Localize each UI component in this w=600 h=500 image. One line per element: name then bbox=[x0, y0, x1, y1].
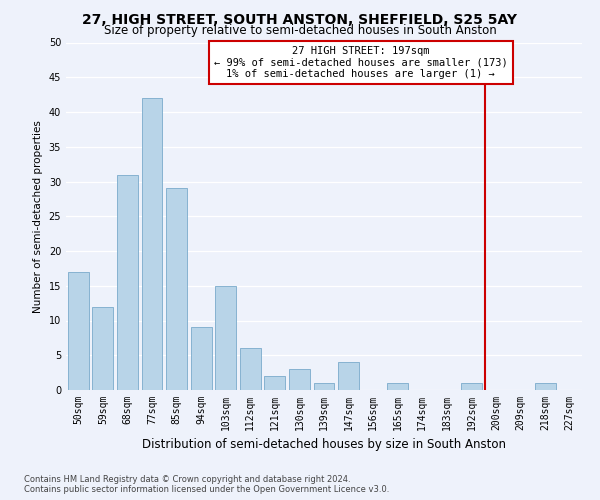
Bar bbox=[117, 174, 138, 390]
Bar bbox=[461, 383, 482, 390]
Y-axis label: Number of semi-detached properties: Number of semi-detached properties bbox=[33, 120, 43, 312]
Text: 27, HIGH STREET, SOUTH ANSTON, SHEFFIELD, S25 5AY: 27, HIGH STREET, SOUTH ANSTON, SHEFFIELD… bbox=[83, 12, 517, 26]
X-axis label: Distribution of semi-detached houses by size in South Anston: Distribution of semi-detached houses by … bbox=[142, 438, 506, 452]
Bar bbox=[338, 362, 359, 390]
Bar bbox=[191, 328, 212, 390]
Bar bbox=[535, 383, 556, 390]
Bar bbox=[240, 348, 261, 390]
Text: 27 HIGH STREET: 197sqm
← 99% of semi-detached houses are smaller (173)
1% of sem: 27 HIGH STREET: 197sqm ← 99% of semi-det… bbox=[214, 46, 508, 79]
Bar bbox=[215, 286, 236, 390]
Bar bbox=[314, 383, 334, 390]
Bar bbox=[68, 272, 89, 390]
Text: Size of property relative to semi-detached houses in South Anston: Size of property relative to semi-detach… bbox=[104, 24, 496, 37]
Bar bbox=[166, 188, 187, 390]
Text: Contains HM Land Registry data © Crown copyright and database right 2024.
Contai: Contains HM Land Registry data © Crown c… bbox=[24, 474, 389, 494]
Bar bbox=[142, 98, 163, 390]
Bar bbox=[265, 376, 286, 390]
Bar bbox=[289, 369, 310, 390]
Bar bbox=[92, 306, 113, 390]
Bar bbox=[387, 383, 408, 390]
